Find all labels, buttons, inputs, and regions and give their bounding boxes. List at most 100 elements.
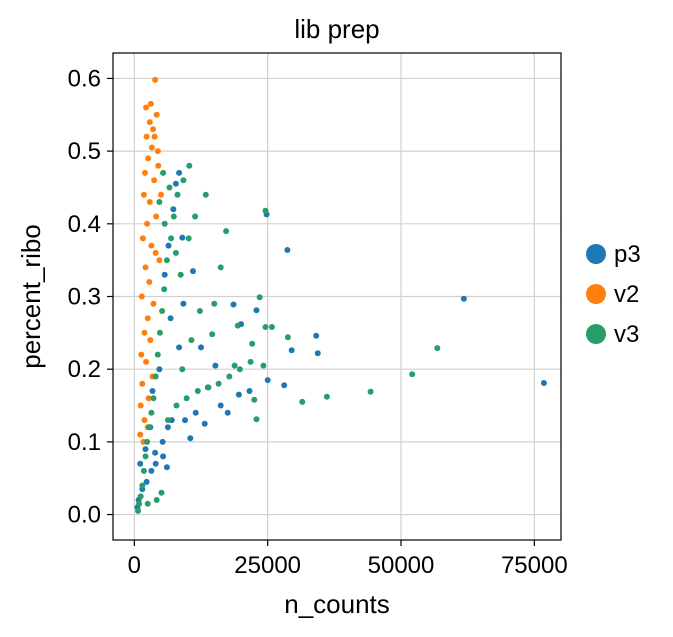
data-point [198, 344, 204, 351]
data-point [211, 300, 218, 307]
data-point [183, 395, 190, 402]
data-point [262, 324, 269, 330]
data-point [142, 453, 149, 460]
y-tick-label: 0.1 [68, 429, 101, 456]
data-point [190, 268, 196, 275]
data-point [143, 133, 150, 140]
data-point [230, 301, 237, 308]
data-point [172, 249, 179, 256]
data-point [284, 334, 291, 341]
axis-ticks: 0 25000 50000 75000 0.0 0.1 0.2 0.3 0.4 0.5 0.6 [68, 65, 568, 579]
data-point [142, 446, 149, 453]
data-point [262, 207, 269, 214]
data-point [202, 191, 209, 198]
y-tick-label: 0.0 [68, 502, 101, 529]
data-point [138, 351, 145, 358]
data-point [251, 396, 258, 403]
data-point [148, 242, 155, 249]
data-point [153, 213, 160, 220]
data-point [156, 257, 163, 264]
data-point [313, 332, 320, 339]
data-point [249, 340, 256, 347]
data-point [151, 177, 158, 184]
legend: p3 v2 v3 [586, 241, 641, 348]
data-point [161, 271, 168, 278]
data-point [284, 247, 291, 253]
data-point [140, 191, 147, 198]
data-point [153, 111, 160, 118]
data-point [187, 435, 194, 442]
legend-marker-p3 [586, 244, 606, 264]
y-tick-label: 0.5 [68, 138, 101, 165]
data-point [163, 257, 170, 264]
data-point [192, 409, 199, 416]
x-tick-label: 50000 [368, 552, 435, 579]
data-point [281, 382, 288, 389]
data-point [323, 393, 330, 400]
data-point [260, 362, 267, 369]
data-point [434, 345, 441, 352]
data-point [145, 395, 152, 402]
data-point [253, 307, 260, 314]
data-point [158, 191, 164, 198]
data-point [367, 388, 374, 395]
data-point [165, 242, 172, 249]
data-point [176, 344, 183, 351]
data-point [140, 467, 147, 474]
data-point [146, 279, 153, 285]
data-point [136, 500, 143, 507]
data-point [460, 295, 467, 302]
data-point [144, 438, 151, 445]
legend-marker-v2 [586, 284, 606, 304]
y-tick-label: 0.6 [68, 65, 101, 92]
data-point [247, 358, 254, 365]
data-point [147, 337, 154, 344]
data-point [246, 388, 253, 394]
grid-lines [113, 53, 561, 540]
y-axis-title: percent_ribo [16, 224, 46, 369]
data-point [150, 126, 156, 133]
data-point [170, 213, 177, 220]
data-point [160, 453, 167, 460]
data-point [235, 391, 242, 398]
y-tick-label: 0.2 [68, 356, 101, 383]
data-point [205, 384, 212, 391]
data-point [179, 366, 186, 373]
data-point [161, 220, 168, 227]
data-point [231, 362, 238, 369]
data-point [141, 417, 148, 424]
data-point [150, 395, 157, 402]
data-point [201, 420, 208, 427]
data-point [154, 148, 161, 155]
data-point [143, 478, 150, 485]
data-point [167, 315, 174, 322]
data-point [174, 191, 181, 198]
data-point [164, 417, 171, 424]
data-point [137, 460, 144, 467]
data-point [148, 144, 155, 151]
y-tick-label: 0.4 [68, 211, 101, 238]
data-point [253, 416, 260, 423]
data-point [141, 329, 148, 336]
y-tick-label: 0.3 [68, 284, 101, 311]
data-point [148, 467, 155, 474]
data-point [139, 380, 146, 387]
data-point [142, 264, 149, 271]
data-point [152, 76, 159, 83]
data-point [177, 271, 184, 278]
data-point [166, 184, 173, 191]
legend-label-v3: v3 [614, 321, 639, 348]
x-tick-label: 0 [128, 552, 141, 579]
data-point [212, 362, 219, 369]
data-point [149, 388, 156, 394]
series-v3 [135, 162, 441, 514]
data-point [152, 449, 159, 456]
legend-marker-v3 [586, 324, 606, 344]
data-point [144, 315, 151, 322]
data-point [152, 460, 159, 467]
data-point [152, 373, 159, 380]
series-p3 [134, 169, 547, 511]
data-point [144, 500, 151, 507]
data-point [188, 337, 195, 344]
data-point [138, 293, 145, 300]
